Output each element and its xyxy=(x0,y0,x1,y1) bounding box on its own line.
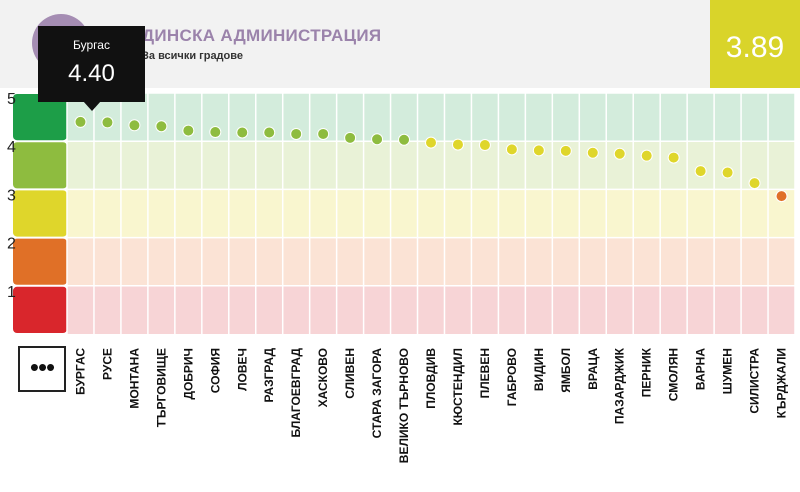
data-point xyxy=(74,115,87,128)
x-tick-label: ТЪРГОВИЩЕ xyxy=(154,348,168,427)
page-title: ДИНСКА АДМИНИСТРАЦИЯ xyxy=(142,26,382,45)
x-tick-label: ВИДИН xyxy=(532,348,546,391)
overall-score-value: 3.89 xyxy=(725,31,785,64)
x-tick-label: ВЕЛИКО ТЪРНОВО xyxy=(397,348,411,463)
data-point xyxy=(155,120,168,133)
x-tick-label: ПЕРНИК xyxy=(640,347,654,397)
x-tick-label: ПЛОВДИВ xyxy=(424,348,438,409)
y-tick-1: 1 xyxy=(7,284,16,301)
x-tick-label: ЛОВЕЧ xyxy=(235,348,249,391)
band-color-tab-1-2 xyxy=(13,238,67,285)
x-tick-label: МОНТАНА xyxy=(127,348,141,409)
x-tick-label: ЯМБОЛ xyxy=(559,348,573,393)
x-tick-label: ВРАЦА xyxy=(586,348,600,390)
data-point xyxy=(236,126,249,139)
band-color-tab-3-4 xyxy=(13,142,67,189)
data-point xyxy=(425,136,437,149)
x-tick-label: РУСЕ xyxy=(100,348,114,380)
data-point xyxy=(290,127,303,140)
x-tick-label: БЛАГОЕВГРАД xyxy=(289,348,303,438)
data-point xyxy=(667,151,680,164)
data-point xyxy=(344,131,357,144)
x-tick-label: ПЛЕВЕН xyxy=(478,348,492,398)
data-point xyxy=(182,124,195,137)
y-tick-5: 5 xyxy=(7,91,16,108)
more-options-button[interactable]: ••• xyxy=(18,346,66,392)
data-point xyxy=(721,166,734,179)
x-tick-label: КЮСТЕНДИЛ xyxy=(451,348,465,426)
data-point xyxy=(209,126,222,139)
x-tick-label: ПАЗАРДЖИК xyxy=(613,347,627,424)
data-point xyxy=(128,119,141,132)
data-point xyxy=(505,143,518,156)
data-point xyxy=(586,146,599,159)
x-tick-label: СОФИЯ xyxy=(208,348,222,393)
overall-score-badge: 3.89 xyxy=(710,0,800,88)
x-tick-label: СМОЛЯН xyxy=(667,348,681,401)
x-tick-label: СЛИВЕН xyxy=(343,348,357,399)
point-tooltip: Бургас 4.40 xyxy=(38,26,145,102)
x-tick-label: ШУМЕН xyxy=(721,348,735,394)
y-tick-2: 2 xyxy=(7,236,16,253)
x-tick-label: БУРГАС xyxy=(73,348,87,395)
y-tick-4: 4 xyxy=(7,139,16,156)
x-tick-label: ДОБРИЧ xyxy=(181,348,195,400)
data-point xyxy=(101,116,114,129)
x-tick-label: ВАРНА xyxy=(694,348,708,390)
data-point xyxy=(478,139,491,152)
band-color-tab-0-1 xyxy=(13,286,67,333)
x-tick-label: РАЗГРАД xyxy=(262,348,276,403)
data-point xyxy=(694,165,707,178)
y-tick-3: 3 xyxy=(7,187,16,204)
x-tick-label: ГАБРОВО xyxy=(505,348,519,406)
data-point xyxy=(451,138,464,151)
band-bg-0-1 xyxy=(67,285,795,334)
data-point xyxy=(263,126,276,139)
band-color-tab-4-5 xyxy=(13,94,67,141)
data-point xyxy=(775,190,788,203)
band-bg-1-2 xyxy=(67,237,795,286)
more-dots-icon: ••• xyxy=(29,352,55,382)
tooltip-value: 4.40 xyxy=(68,60,115,87)
band-bg-4-5 xyxy=(67,93,795,142)
data-point xyxy=(317,127,330,140)
x-tick-label: СИЛИСТРА xyxy=(748,348,762,414)
x-tick-label: СТАРА ЗАГОРА xyxy=(370,348,384,439)
data-point xyxy=(640,149,653,162)
x-tick-label: КЪРДЖАЛИ xyxy=(775,348,789,418)
band-color-tab-2-3 xyxy=(13,190,67,237)
tooltip-city: Бургас xyxy=(73,38,110,52)
data-point xyxy=(559,144,572,157)
data-point xyxy=(371,133,384,146)
data-point xyxy=(613,147,626,160)
page-subtitle: За всички градове xyxy=(142,50,243,62)
data-point xyxy=(532,144,545,157)
data-point xyxy=(398,133,411,146)
tooltip-pointer xyxy=(83,101,101,111)
data-point xyxy=(748,177,761,190)
band-bg-3-4 xyxy=(67,141,795,190)
band-bg-2-3 xyxy=(67,189,795,238)
x-tick-label: ХАСКОВО xyxy=(316,348,330,407)
